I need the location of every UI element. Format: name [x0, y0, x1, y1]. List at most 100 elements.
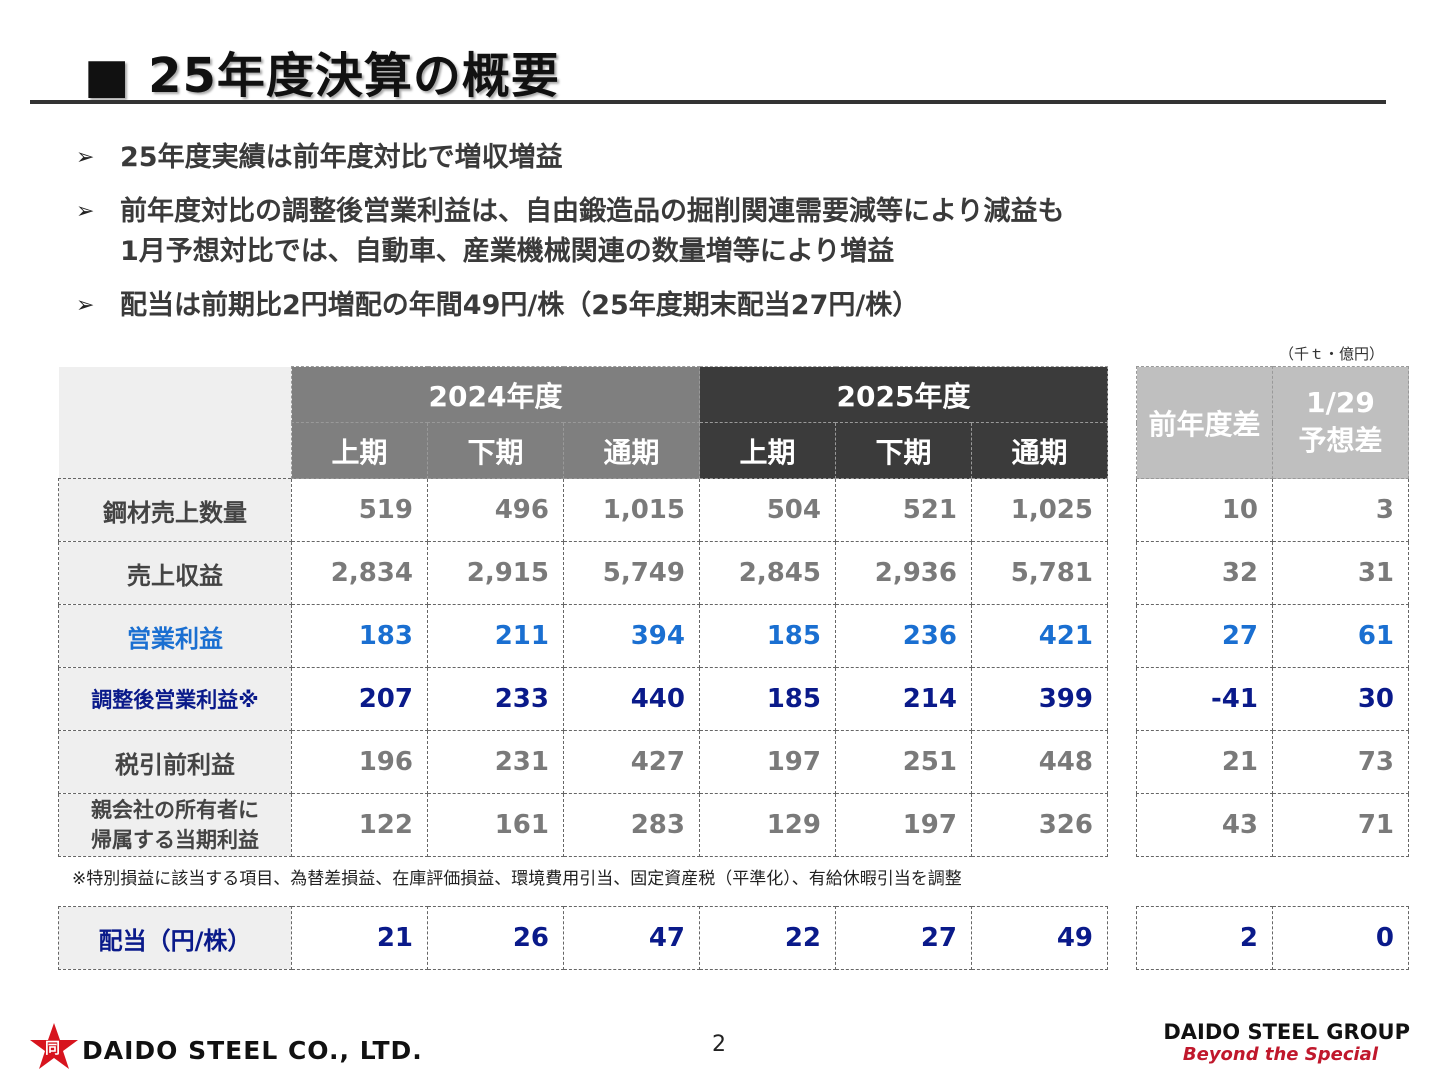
cell-2025-h1: 185 — [699, 667, 836, 731]
company-logo: 同 DAIDO STEEL CO., LTD. — [28, 1022, 422, 1072]
bullet-text: 25年度実績は前年度対比で増収増益 — [120, 142, 563, 173]
cell-2024-h1: 2,834 — [291, 541, 428, 605]
group-slogan: Beyond the Special — [1182, 1044, 1378, 1065]
cell-diff-forecast: 71 — [1272, 793, 1409, 857]
company-name: DAIDO STEEL CO., LTD. — [82, 1036, 423, 1065]
column-gap — [1108, 794, 1137, 857]
arrow-bullet-icon: ➢ — [76, 199, 95, 224]
header-fy2024: 2024年度 — [291, 366, 700, 423]
cell-2024-h2: 231 — [427, 730, 564, 794]
title-divider — [30, 100, 1386, 104]
cell-2024-full: 427 — [563, 730, 700, 794]
row-label-line2: 帰属する当期利益 — [91, 828, 259, 852]
cell-2025-h1: 197 — [699, 730, 836, 794]
cell-2024-h2: 233 — [427, 667, 564, 731]
cell-2024-full: 394 — [563, 604, 700, 668]
table-row: 親会社の所有者に 帰属する当期利益 122 161 283 129 197 326 43 71 — [58, 793, 1409, 857]
row-label: 営業利益 — [58, 604, 292, 668]
cell-diff-forecast: 31 — [1272, 541, 1409, 605]
arrow-bullet-icon: ➢ — [76, 145, 95, 170]
table-row: 税引前利益 196 231 427 197 251 448 21 73 — [58, 730, 1409, 794]
row-label: 鋼材売上数量 — [58, 478, 292, 542]
cell-2025-full: 5,781 — [971, 541, 1108, 605]
bullet-item: ➢ 前年度対比の調整後営業利益は、自由鍛造品の掘削関連需要減等により減益も 1月… — [76, 192, 1376, 272]
header-diff-prev: 前年度差 — [1136, 366, 1273, 479]
page-number: 2 — [712, 1032, 726, 1057]
cell-2025-h1: 504 — [699, 478, 836, 542]
cell-2025-h1: 2,845 — [699, 541, 836, 605]
column-gap — [1107, 366, 1137, 479]
header-2024-full: 通期 — [563, 422, 700, 479]
cell-diff-forecast: 3 — [1272, 478, 1409, 542]
column-gap — [1108, 479, 1137, 542]
table-row: 鋼材売上数量 519 496 1,015 504 521 1,025 10 3 — [58, 478, 1409, 542]
dividend-diff-prev: 2 — [1136, 906, 1273, 970]
cell-2024-h1: 196 — [291, 730, 428, 794]
header-diff-forecast-label: 予想差 — [1298, 424, 1383, 457]
bullet-text: 配当は前期比2円増配の年間49円/株（25年度期末配当27円/株） — [120, 290, 920, 321]
header-2025-h2: 下期 — [835, 422, 972, 479]
cell-2024-h1: 122 — [291, 793, 428, 857]
cell-2025-full: 448 — [971, 730, 1108, 794]
cell-2024-full: 1,015 — [563, 478, 700, 542]
bullet-item: ➢ 配当は前期比2円増配の年間49円/株（25年度期末配当27円/株） — [76, 286, 1376, 326]
cell-diff-prev: 32 — [1136, 541, 1273, 605]
column-gap — [1108, 668, 1137, 731]
cell-2024-full: 440 — [563, 667, 700, 731]
dividend-2024-h2: 26 — [427, 906, 564, 970]
cell-2025-full: 326 — [971, 793, 1108, 857]
arrow-bullet-icon: ➢ — [76, 293, 95, 318]
cell-2024-h2: 161 — [427, 793, 564, 857]
cell-2024-h1: 207 — [291, 667, 428, 731]
dividend-2025-full: 49 — [971, 906, 1108, 970]
column-gap — [1108, 907, 1137, 970]
cell-2025-h2: 214 — [835, 667, 972, 731]
header-2025-h1: 上期 — [699, 422, 836, 479]
header-2024-h2: 下期 — [427, 422, 564, 479]
dividend-table: 配当（円/株） 21 26 47 22 27 49 2 0 — [58, 906, 1409, 970]
page-title: ■ 25年度決算の概要 — [84, 48, 560, 104]
header-diff-forecast-date: 1/29 — [1306, 386, 1375, 419]
cell-2025-h2: 521 — [835, 478, 972, 542]
row-label: 親会社の所有者に 帰属する当期利益 — [58, 793, 292, 857]
cell-diff-prev: 10 — [1136, 478, 1273, 542]
cell-2025-h2: 197 — [835, 793, 972, 857]
column-gap — [1108, 542, 1137, 605]
dividend-diff-forecast: 0 — [1272, 906, 1409, 970]
cell-diff-forecast: 73 — [1272, 730, 1409, 794]
row-label: 売上収益 — [58, 541, 292, 605]
cell-diff-prev: 21 — [1136, 730, 1273, 794]
row-label: 調整後営業利益※ — [58, 667, 292, 731]
header-fy2025: 2025年度 — [699, 366, 1108, 423]
dividend-2024-full: 47 — [563, 906, 700, 970]
results-table: 2024年度 2025年度 前年度差 1/29 予想差 上期 下期 通期 上期 … — [58, 366, 1409, 857]
dividend-2024-h1: 21 — [291, 906, 428, 970]
dividend-2025-h2: 27 — [835, 906, 972, 970]
cell-diff-forecast: 30 — [1272, 667, 1409, 731]
cell-2024-full: 5,749 — [563, 541, 700, 605]
red-star-icon — [30, 1023, 78, 1069]
header-2024-h1: 上期 — [291, 422, 428, 479]
cell-2024-h1: 183 — [291, 604, 428, 668]
unit-label: （千ｔ・億円） — [1278, 345, 1384, 363]
logo-char: 同 — [45, 1039, 61, 1057]
cell-2025-h2: 236 — [835, 604, 972, 668]
cell-2025-full: 399 — [971, 667, 1108, 731]
cell-2024-full: 283 — [563, 793, 700, 857]
summary-bullets: ➢ 25年度実績は前年度対比で増収増益 ➢ 前年度対比の調整後営業利益は、自由鍛… — [76, 138, 1376, 340]
row-label-line1: 親会社の所有者に — [91, 798, 259, 822]
footnote: ※特別損益に該当する項目、為替差損益、在庫評価損益、環境費用引当、固定資産税（平… — [72, 869, 962, 889]
table-row: 売上収益 2,834 2,915 5,749 2,845 2,936 5,781 32 31 — [58, 541, 1409, 605]
cell-diff-prev: 27 — [1136, 604, 1273, 668]
dividend-row: 配当（円/株） 21 26 47 22 27 49 2 0 — [58, 906, 1409, 970]
dividend-2025-h1: 22 — [699, 906, 836, 970]
header-corner — [58, 366, 292, 479]
cell-2025-full: 421 — [971, 604, 1108, 668]
bullet-item: ➢ 25年度実績は前年度対比で増収増益 — [76, 138, 1376, 178]
header-2025-full: 通期 — [971, 422, 1108, 479]
cell-diff-prev: -41 — [1136, 667, 1273, 731]
table-row: 調整後営業利益※ 207 233 440 185 214 399 -41 30 — [58, 667, 1409, 731]
column-gap — [1108, 731, 1137, 794]
cell-2024-h1: 519 — [291, 478, 428, 542]
column-gap — [1108, 605, 1137, 668]
